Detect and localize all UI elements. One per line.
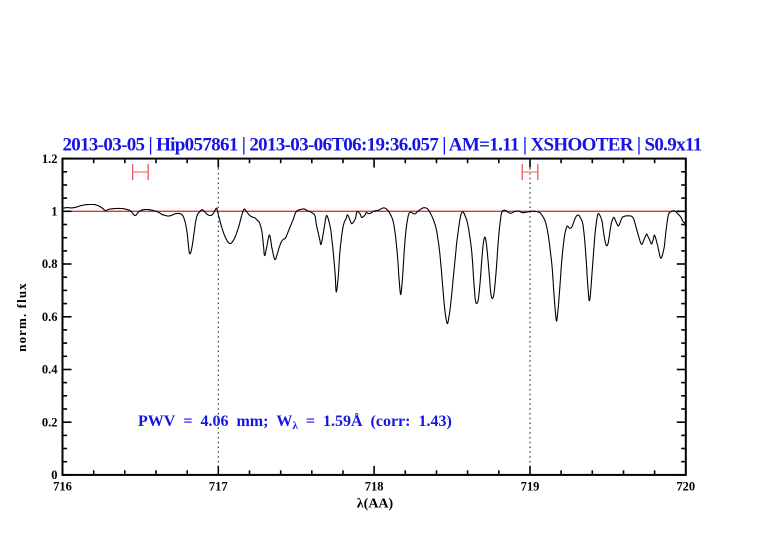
svg-text:0.2: 0.2	[42, 415, 58, 429]
svg-text:0.6: 0.6	[42, 310, 58, 324]
svg-text:λ(AA): λ(AA)	[357, 497, 394, 512]
svg-text:1: 1	[51, 205, 57, 219]
svg-text:720: 720	[676, 480, 695, 494]
svg-text:718: 718	[365, 480, 384, 494]
svg-text:PWV = 4.06 mm; Wλ = 1.59: PWV = 4.06 mm; Wλ = 1.59Å (corr: 1.43)	[138, 412, 452, 432]
svg-text:717: 717	[209, 480, 228, 494]
svg-text:norm. flux: norm. flux	[14, 282, 29, 352]
svg-text:0.8: 0.8	[42, 257, 58, 271]
svg-text:2013-03-05 | Hip057861 | 2013-: 2013-03-05 | Hip057861 | 2013-03-06T06:1…	[62, 135, 701, 156]
svg-text:719: 719	[521, 480, 540, 494]
svg-text:0.4: 0.4	[42, 363, 58, 377]
svg-text:0: 0	[51, 468, 57, 482]
svg-text:1.2: 1.2	[42, 152, 58, 166]
svg-text:716: 716	[53, 480, 72, 494]
